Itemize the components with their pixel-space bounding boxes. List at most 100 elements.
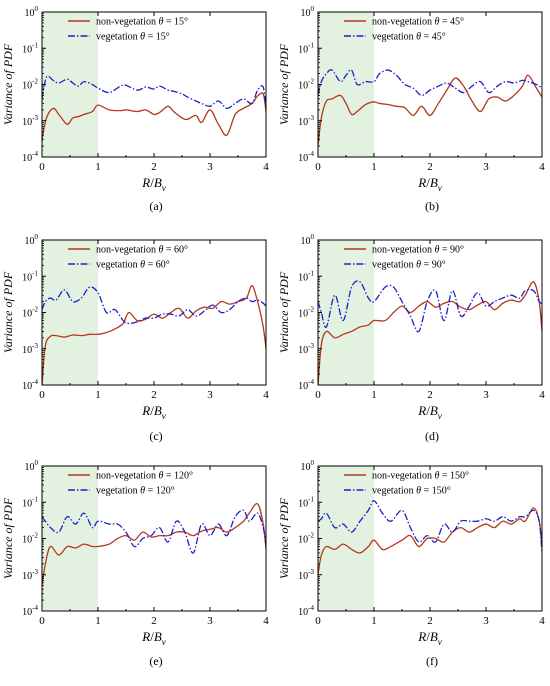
series-non-vegetation-line [318,74,542,147]
x-tick-label: 4 [263,389,269,401]
y-tick-label: 10-1 [22,495,38,509]
legend-text: vegetation [96,486,140,497]
x-tick-label: 1 [371,389,377,401]
legend-theta: θ [158,471,163,482]
y-tick-label: 100 [25,233,39,247]
y-tick-base: 10 [301,236,311,247]
legend-theta: θ [140,32,145,43]
x-tick-label: 1 [95,161,101,173]
y-tick-base: 10 [22,44,32,55]
legend-angle: = 45° [421,32,446,43]
x-axis-label: R/Bv [417,629,442,647]
series-non-vegetation-line [318,507,542,575]
series-non-vegetation-line [42,503,266,586]
x-axis-label: R/Bv [141,629,166,647]
vegetation-zone-shade [318,466,374,611]
x-label-subscript: v [162,637,166,647]
legend-label-vegetation: vegetation θ = 90° [372,260,446,271]
y-tick-label: 100 [25,459,39,473]
x-label-b: B [430,629,438,644]
y-tick-base: 10 [22,381,32,392]
plot-lines [42,285,266,385]
panel-caption: (d) [425,429,439,443]
panel-caption: (f) [426,654,438,668]
y-tick-base: 10 [298,607,308,618]
legend-theta: θ [140,260,145,271]
legend-text: non-vegetation [372,471,434,482]
vegetation-zone-shade [42,240,98,385]
y-tick-exponent: -4 [32,150,38,158]
y-tick-label: 10-4 [298,150,314,164]
y-tick-base: 10 [298,345,308,356]
series-non-vegetation-line [42,92,266,140]
legend-theta: θ [416,260,421,271]
plot-lines [42,75,266,140]
x-label-slash: / [426,403,430,418]
y-tick-base: 10 [298,309,308,320]
x-tick-label: 1 [371,161,377,173]
y-tick-exponent: -1 [32,269,38,277]
series-vegetation-line [318,500,542,553]
x-tick-label: 3 [207,161,213,173]
x-label-b: B [430,175,438,190]
y-axis-label: Variance of PDF [1,43,15,125]
y-tick-base: 10 [298,44,308,55]
y-tick-exponent: -4 [32,378,38,386]
y-tick-base: 10 [22,345,32,356]
x-tick-label: 4 [263,161,269,173]
y-tick-exponent: 0 [311,459,315,467]
y-tick-exponent: -3 [32,568,38,576]
legend-theta: θ [434,245,439,256]
y-tick-exponent: -3 [308,342,314,350]
y-tick-label: 10-3 [22,114,38,128]
legend-text: non-vegetation [372,17,434,28]
legend-text: non-vegetation [96,471,158,482]
legend: non-vegetation θ = 60°vegetation θ = 60° [68,245,188,271]
y-tick-label: 10-1 [22,269,38,283]
y-tick-base: 10 [298,381,308,392]
y-tick-base: 10 [25,462,35,473]
y-tick-label: 100 [25,5,39,19]
y-tick-exponent: -1 [308,495,314,503]
x-label-subscript: v [162,183,166,193]
x-tick-label: 3 [207,389,213,401]
x-label-slash: / [426,175,430,190]
x-tick-label: 0 [39,389,45,401]
y-tick-exponent: 0 [35,233,39,241]
plot-lines [318,69,542,147]
y-axis-label: Variance of PDF [277,43,291,125]
legend-label-vegetation: vegetation θ = 45° [372,32,446,43]
x-tick-label: 0 [39,615,45,627]
x-label-b: B [154,629,162,644]
x-tick-label: 0 [39,161,45,173]
x-tick-label: 2 [427,389,433,401]
y-axis-label: Variance of PDF [277,497,291,579]
y-tick-exponent: -2 [32,78,38,86]
y-tick-label: 10-1 [22,41,38,55]
x-label-subscript: v [438,183,442,193]
x-tick-label: 3 [207,615,213,627]
y-tick-exponent: -1 [32,495,38,503]
x-label-subscript: v [438,411,442,421]
y-tick-base: 10 [25,236,35,247]
x-tick-label: 0 [315,615,321,627]
legend-angle: = 15° [145,32,170,43]
y-tick-exponent: -2 [308,532,314,540]
legend-theta: θ [158,17,163,28]
x-label-slash: / [150,175,154,190]
legend: non-vegetation θ = 150°vegetation θ = 15… [344,471,469,497]
series-vegetation-line [42,75,266,110]
x-label-r: R [141,403,150,418]
legend-angle: = 120° [145,486,175,497]
y-tick-base: 10 [298,153,308,164]
vegetation-zone-shade [42,466,98,611]
y-tick-label: 10-2 [298,532,314,546]
y-tick-base: 10 [25,8,35,19]
x-label-slash: / [150,629,154,644]
y-tick-exponent: 0 [311,233,315,241]
legend-label-non-vegetation: non-vegetation θ = 120° [96,471,193,482]
